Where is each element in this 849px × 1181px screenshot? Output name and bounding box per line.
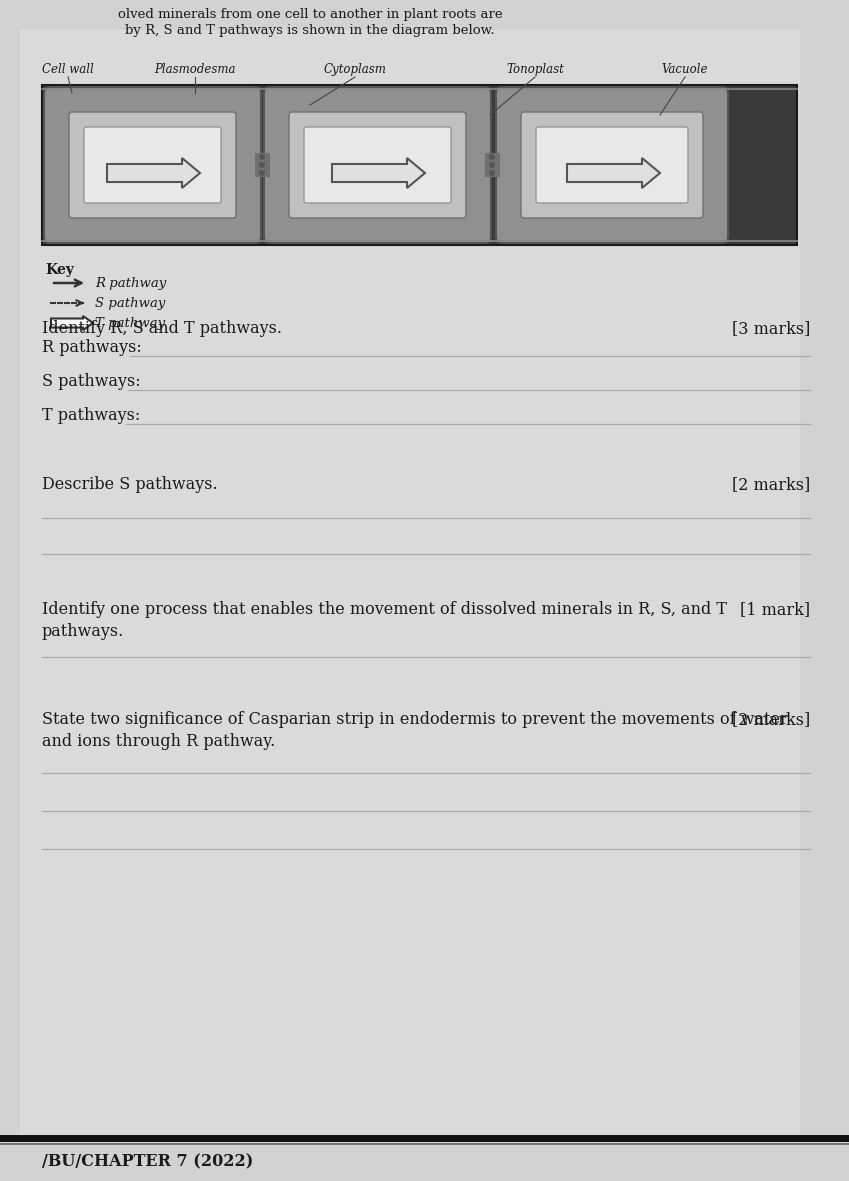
Circle shape: [489, 162, 495, 168]
Text: State two significance of Casparian strip in endodermis to prevent the movements: State two significance of Casparian stri…: [42, 711, 788, 727]
FancyBboxPatch shape: [264, 87, 491, 243]
FancyArrow shape: [51, 317, 93, 329]
Text: S pathway: S pathway: [95, 296, 166, 309]
Text: Identify one process that enables the movement of dissolved minerals in R, S, an: Identify one process that enables the mo…: [42, 601, 727, 618]
Text: R pathway: R pathway: [95, 276, 166, 289]
FancyBboxPatch shape: [536, 128, 688, 203]
Circle shape: [259, 154, 265, 159]
FancyArrow shape: [332, 158, 425, 188]
FancyBboxPatch shape: [44, 87, 261, 243]
Text: and ions through R pathway.: and ions through R pathway.: [42, 733, 275, 750]
Text: Identify R, S and T pathways.: Identify R, S and T pathways.: [42, 320, 282, 337]
Text: pathways.: pathways.: [42, 624, 124, 640]
Text: [2 marks]: [2 marks]: [732, 476, 810, 492]
Text: Cell wall: Cell wall: [42, 63, 94, 76]
Text: S pathways:: S pathways:: [42, 373, 141, 390]
Circle shape: [259, 162, 265, 168]
Text: Describe S pathways.: Describe S pathways.: [42, 476, 217, 492]
FancyArrow shape: [567, 158, 660, 188]
Text: T pathway: T pathway: [95, 317, 165, 329]
Bar: [42, 85, 797, 244]
FancyBboxPatch shape: [289, 112, 466, 218]
Text: olved minerals from one cell to another in plant roots are: olved minerals from one cell to another …: [118, 8, 503, 21]
Text: [1 mark]: [1 mark]: [739, 601, 810, 618]
Text: Plasmodesma: Plasmodesma: [155, 63, 236, 76]
FancyBboxPatch shape: [304, 128, 451, 203]
Circle shape: [489, 154, 495, 159]
Circle shape: [489, 170, 495, 176]
Text: Vacuole: Vacuole: [661, 63, 708, 76]
Text: R pathways:: R pathways:: [42, 339, 142, 355]
Text: [3 marks]: [3 marks]: [732, 320, 810, 337]
Text: by R, S and T pathways is shown in the diagram below.: by R, S and T pathways is shown in the d…: [125, 24, 495, 37]
Text: Tonoplast: Tonoplast: [506, 63, 564, 76]
FancyBboxPatch shape: [84, 128, 221, 203]
Text: Key: Key: [45, 263, 74, 278]
FancyBboxPatch shape: [69, 112, 236, 218]
Text: T pathways:: T pathways:: [42, 407, 140, 424]
Text: [2 marks]: [2 marks]: [732, 711, 810, 727]
Bar: [485, 154, 500, 177]
FancyBboxPatch shape: [521, 112, 703, 218]
FancyArrow shape: [107, 158, 200, 188]
FancyBboxPatch shape: [496, 87, 728, 243]
Bar: [255, 154, 270, 177]
Text: Cytoplasm: Cytoplasm: [323, 63, 386, 76]
Text: /BU/CHAPTER 7 (2022): /BU/CHAPTER 7 (2022): [42, 1154, 253, 1170]
Circle shape: [259, 170, 265, 176]
